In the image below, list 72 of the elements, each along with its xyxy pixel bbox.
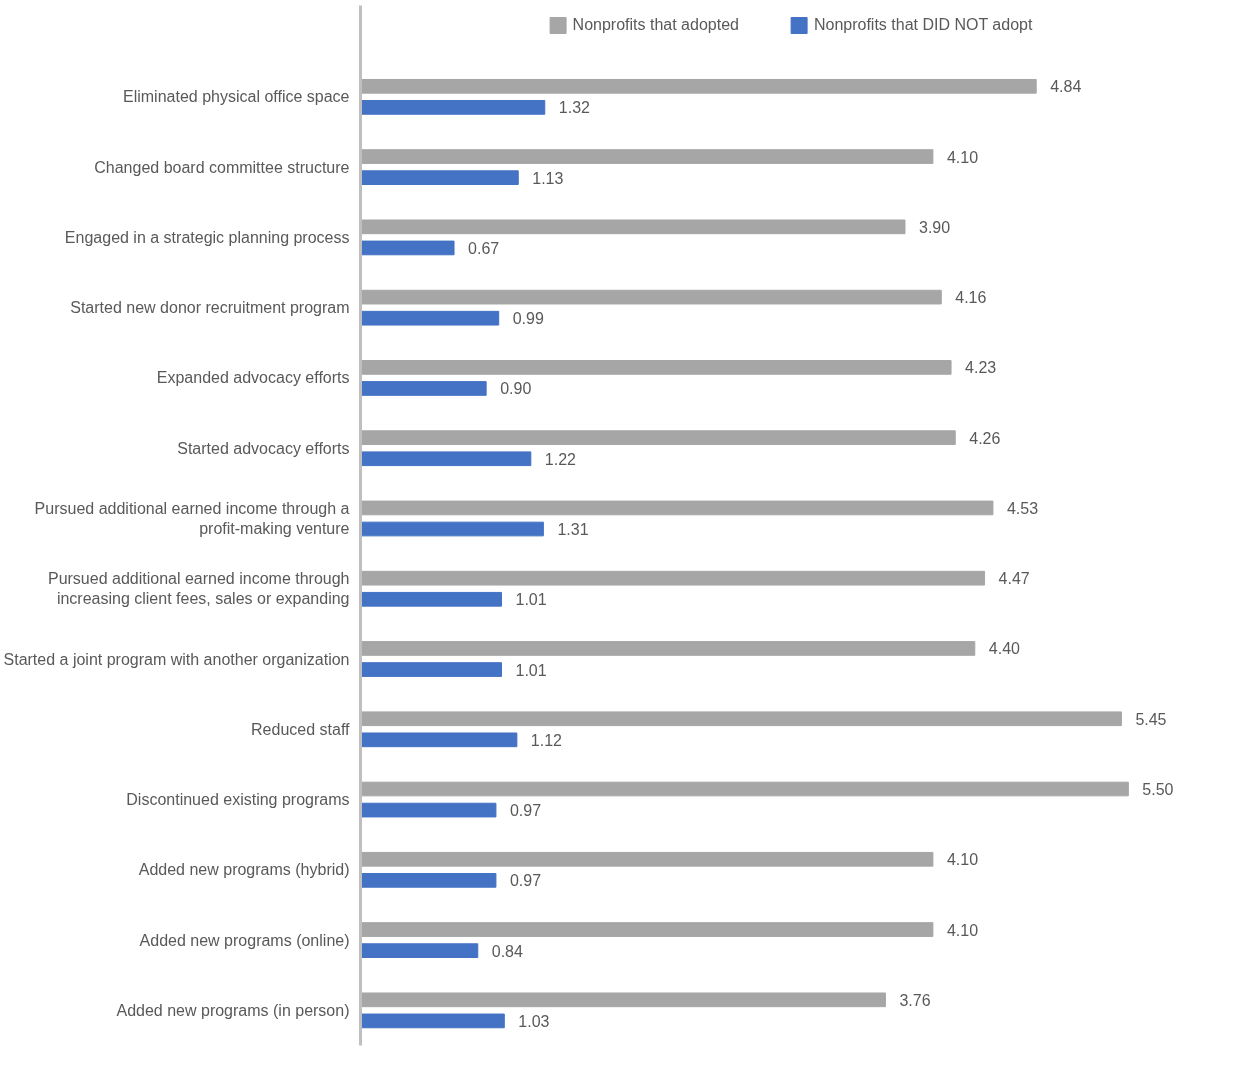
bar xyxy=(360,662,503,677)
data-label: 0.97 xyxy=(509,872,542,890)
bar xyxy=(360,219,906,235)
y-tick-label: Reduced staff xyxy=(251,720,351,738)
data-label: 4.10 xyxy=(946,921,979,939)
bar xyxy=(360,591,503,607)
bar xyxy=(360,170,519,186)
data-label: 4.84 xyxy=(1050,78,1082,96)
data-label: 1.01 xyxy=(515,661,547,679)
data-label: 0.97 xyxy=(509,802,542,820)
y-tick-label: Pursued additional earned income through a profit-making venture xyxy=(34,499,350,538)
y-tick-label: Pursued additional earned income through increasing client fees, sales or expanding xyxy=(47,570,350,608)
y-tick-label: Changed board committee structure xyxy=(94,158,350,176)
bar xyxy=(360,922,934,937)
bar xyxy=(360,240,455,256)
data-label: 0.84 xyxy=(491,942,524,960)
y-tick-label: Started new donor recruitment program xyxy=(70,299,350,317)
legend-label: Nonprofits that adopted xyxy=(572,16,739,34)
data-label: 4.40 xyxy=(988,640,1021,658)
data-label: 1.22 xyxy=(544,450,577,468)
data-label: 5.50 xyxy=(1142,781,1174,799)
y-tick-label: Started advocacy efforts xyxy=(177,439,350,457)
bar xyxy=(360,732,518,748)
data-label: 4.53 xyxy=(1006,499,1039,517)
bar xyxy=(360,78,1037,94)
y-tick-label: Started a joint program with another organization xyxy=(3,650,350,668)
bar xyxy=(360,310,500,326)
data-label: 4.16 xyxy=(955,289,987,307)
data-label: 0.67 xyxy=(468,239,500,257)
y-tick-label: Added new programs (in person) xyxy=(116,1001,350,1019)
bar xyxy=(360,451,532,467)
bar xyxy=(360,430,956,446)
bar xyxy=(360,100,546,115)
bar xyxy=(360,943,479,958)
y-tick-label: Expanded advocacy efforts xyxy=(156,369,350,387)
data-label: 0.99 xyxy=(512,310,544,328)
bar xyxy=(360,873,497,888)
data-label: 1.03 xyxy=(518,1012,550,1030)
bar xyxy=(360,711,1122,727)
data-label: 3.90 xyxy=(918,218,951,236)
y-tick-label: Eliminated physical office space xyxy=(123,88,350,106)
bar xyxy=(360,1013,505,1029)
y-tick-label: Discontinued existing programs xyxy=(126,791,350,809)
data-label: 4.10 xyxy=(946,851,979,869)
data-label: 1.32 xyxy=(558,99,591,117)
bar xyxy=(360,781,1129,797)
bar xyxy=(360,992,886,1008)
bar xyxy=(360,360,952,375)
data-label: 4.26 xyxy=(969,429,1001,447)
bar xyxy=(360,500,994,516)
data-label: 4.10 xyxy=(946,148,979,166)
data-label: 5.45 xyxy=(1135,710,1167,728)
data-label: 4.47 xyxy=(998,570,1030,588)
legend-label: Nonprofits that DID NOT adopt xyxy=(813,16,1033,34)
bar xyxy=(360,149,934,164)
bar xyxy=(360,381,487,396)
bar xyxy=(360,521,544,537)
y-tick-label: Added new programs (online) xyxy=(139,931,350,949)
bar xyxy=(360,289,942,305)
y-tick-label: Engaged in a strategic planning process xyxy=(64,228,350,246)
data-label: 4.23 xyxy=(965,359,997,377)
data-label: 1.01 xyxy=(515,591,547,609)
bar xyxy=(360,851,934,867)
bar xyxy=(360,570,986,586)
data-label: 3.76 xyxy=(899,991,931,1009)
bar xyxy=(360,641,976,656)
data-label: 0.90 xyxy=(500,380,532,398)
data-label: 1.13 xyxy=(532,169,564,187)
y-tick-label: Added new programs (hybrid) xyxy=(138,861,350,879)
bar xyxy=(360,802,497,818)
data-label: 1.31 xyxy=(557,521,589,539)
data-label: 1.12 xyxy=(530,731,563,749)
